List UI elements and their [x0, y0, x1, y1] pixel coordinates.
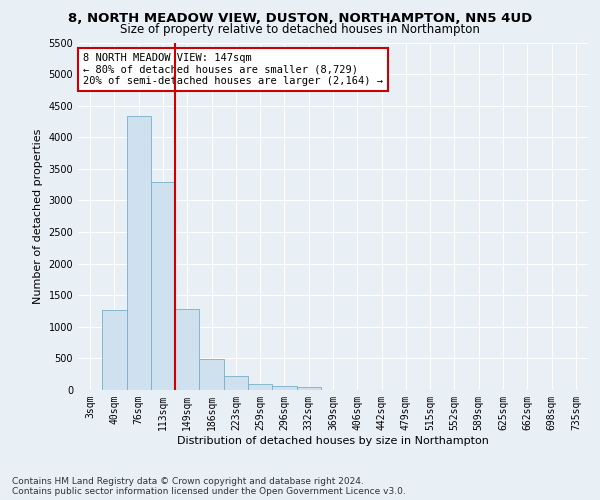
Bar [272, 386, 296, 390]
Y-axis label: Number of detached properties: Number of detached properties [33, 128, 43, 304]
Bar [296, 387, 321, 390]
Text: Size of property relative to detached houses in Northampton: Size of property relative to detached ho… [120, 22, 480, 36]
Bar [224, 376, 248, 390]
Bar [199, 359, 224, 390]
Bar [102, 310, 127, 390]
Bar [151, 182, 175, 390]
Text: 8, NORTH MEADOW VIEW, DUSTON, NORTHAMPTON, NN5 4UD: 8, NORTH MEADOW VIEW, DUSTON, NORTHAMPTO… [68, 12, 532, 26]
X-axis label: Distribution of detached houses by size in Northampton: Distribution of detached houses by size … [177, 436, 489, 446]
Bar [248, 384, 272, 390]
Text: 8 NORTH MEADOW VIEW: 147sqm
← 80% of detached houses are smaller (8,729)
20% of : 8 NORTH MEADOW VIEW: 147sqm ← 80% of det… [83, 53, 383, 86]
Bar [127, 116, 151, 390]
Bar [175, 309, 199, 390]
Text: Contains HM Land Registry data © Crown copyright and database right 2024.
Contai: Contains HM Land Registry data © Crown c… [12, 476, 406, 496]
